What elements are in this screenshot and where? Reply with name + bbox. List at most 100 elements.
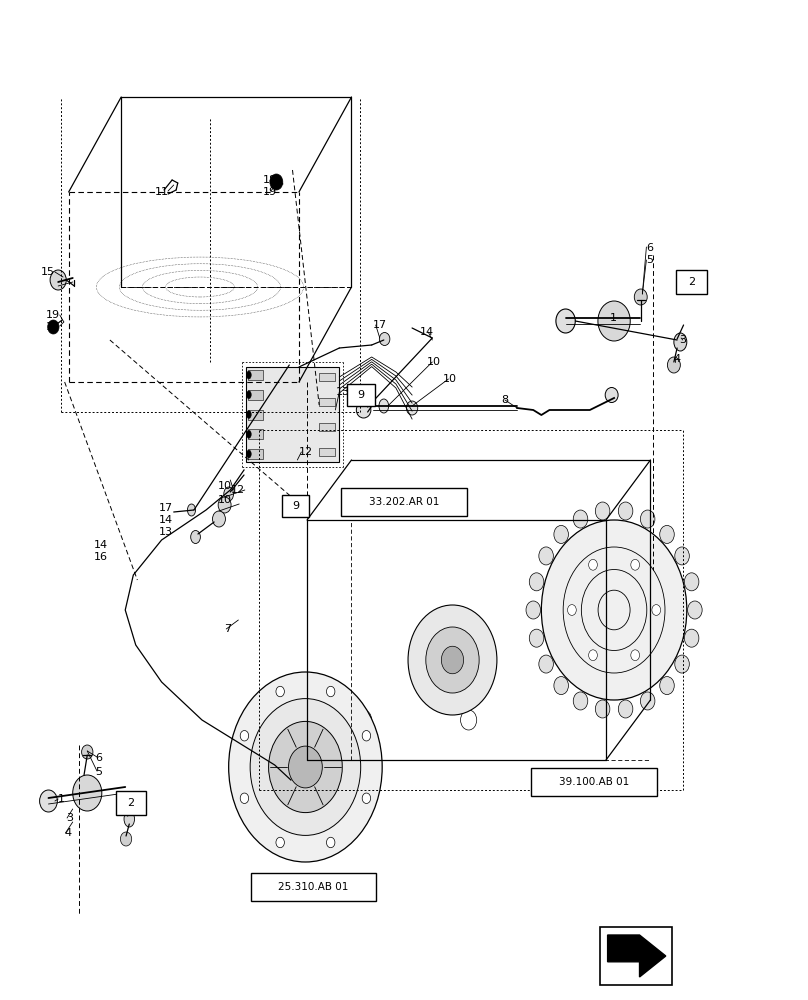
Text: 5: 5: [646, 255, 654, 265]
Ellipse shape: [187, 504, 196, 516]
Text: 1: 1: [57, 794, 65, 804]
Text: 15: 15: [41, 267, 55, 277]
Circle shape: [618, 502, 633, 520]
Circle shape: [684, 573, 699, 591]
Ellipse shape: [380, 332, 390, 346]
Ellipse shape: [124, 811, 135, 827]
Circle shape: [240, 793, 249, 803]
Circle shape: [529, 573, 544, 591]
Circle shape: [631, 559, 640, 570]
Circle shape: [556, 309, 575, 333]
Text: 33.202.AR 01: 33.202.AR 01: [368, 497, 440, 507]
Ellipse shape: [246, 450, 251, 458]
Bar: [341, 488, 467, 516]
Circle shape: [120, 832, 132, 846]
Text: 16: 16: [94, 552, 107, 562]
Bar: [282, 495, 309, 517]
Text: 9: 9: [292, 501, 299, 511]
Circle shape: [213, 511, 225, 527]
Ellipse shape: [246, 410, 251, 418]
Bar: [248, 370, 263, 380]
Ellipse shape: [674, 333, 687, 351]
Ellipse shape: [191, 530, 200, 544]
Circle shape: [82, 745, 93, 759]
Circle shape: [541, 520, 687, 700]
Circle shape: [618, 700, 633, 718]
Text: 19: 19: [46, 310, 60, 320]
Circle shape: [588, 650, 597, 661]
Bar: [248, 449, 263, 459]
Circle shape: [684, 629, 699, 647]
Circle shape: [50, 270, 66, 290]
Text: 10: 10: [443, 374, 457, 384]
Text: 4: 4: [673, 354, 680, 364]
Ellipse shape: [379, 399, 389, 413]
Circle shape: [595, 502, 610, 520]
Text: 17: 17: [373, 320, 387, 330]
Bar: [116, 791, 146, 815]
Circle shape: [288, 746, 322, 788]
Bar: [248, 410, 263, 420]
Text: 17: 17: [158, 503, 172, 513]
Circle shape: [268, 721, 343, 813]
Ellipse shape: [246, 430, 251, 438]
Bar: [676, 270, 707, 294]
Text: 6: 6: [646, 243, 654, 253]
Text: 6: 6: [95, 753, 103, 763]
Text: 39.100.AB 01: 39.100.AB 01: [559, 777, 629, 787]
Text: 13: 13: [336, 387, 350, 397]
Circle shape: [426, 627, 479, 693]
Text: 2: 2: [688, 277, 695, 287]
Text: 5: 5: [95, 767, 103, 777]
Circle shape: [539, 655, 553, 673]
Circle shape: [554, 677, 569, 695]
Ellipse shape: [224, 487, 234, 501]
Text: 19: 19: [263, 187, 276, 197]
Circle shape: [567, 605, 576, 615]
Circle shape: [276, 837, 284, 848]
Circle shape: [250, 699, 360, 835]
Circle shape: [675, 655, 689, 673]
Text: 1: 1: [610, 313, 617, 323]
Ellipse shape: [605, 387, 618, 402]
Text: 8: 8: [501, 395, 508, 405]
Bar: [319, 373, 335, 381]
Text: 14: 14: [420, 327, 434, 337]
Bar: [600, 927, 672, 985]
Circle shape: [326, 837, 335, 848]
Text: 14: 14: [94, 540, 107, 550]
Text: 3: 3: [66, 813, 74, 823]
Text: 13: 13: [158, 527, 172, 537]
Text: 10: 10: [427, 357, 440, 367]
Circle shape: [573, 510, 587, 528]
Bar: [248, 429, 263, 439]
Ellipse shape: [356, 402, 371, 418]
Text: 18: 18: [46, 322, 60, 332]
Circle shape: [408, 605, 497, 715]
Bar: [532, 768, 656, 796]
Circle shape: [588, 559, 597, 570]
Circle shape: [539, 547, 553, 565]
Text: 25.310.AB 01: 25.310.AB 01: [278, 882, 349, 892]
Text: 11: 11: [155, 187, 169, 197]
Bar: [319, 423, 335, 431]
Circle shape: [218, 497, 231, 513]
Circle shape: [688, 601, 702, 619]
Circle shape: [73, 775, 102, 811]
Circle shape: [526, 601, 541, 619]
Ellipse shape: [246, 371, 251, 379]
Circle shape: [326, 686, 335, 697]
Circle shape: [595, 700, 610, 718]
Bar: [246, 367, 339, 462]
Circle shape: [667, 357, 680, 373]
Circle shape: [634, 289, 647, 305]
Bar: [319, 398, 335, 406]
Bar: [319, 448, 335, 456]
Text: 12: 12: [231, 485, 245, 495]
Ellipse shape: [406, 401, 418, 415]
Circle shape: [659, 677, 674, 695]
Circle shape: [48, 320, 59, 334]
Circle shape: [229, 672, 382, 862]
Circle shape: [276, 686, 284, 697]
Text: 3: 3: [679, 335, 686, 345]
